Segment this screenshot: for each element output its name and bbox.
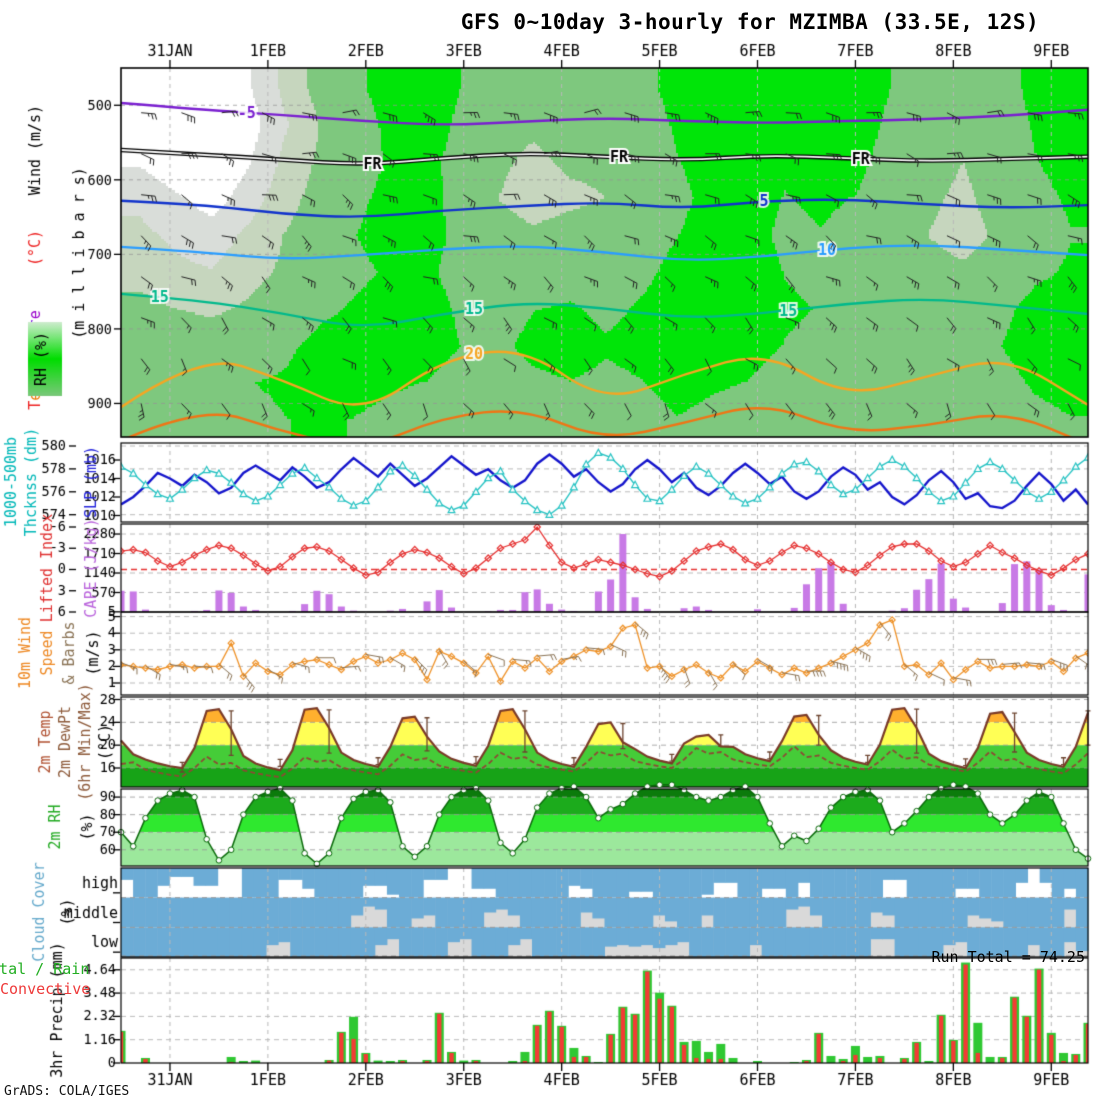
panel-2m-temp-dewpoint [121,697,1088,787]
panel-3hr-precip [121,958,1088,1063]
panel-slp-thickness [121,443,1088,522]
panel-2m-rh [121,789,1088,866]
page-title: GFS 0~10day 3-hourly for MZIMBA (33.5E, … [460,10,1040,34]
run-total-label: Run Total = 74.25 [931,948,1085,966]
panel-10m-wind [121,612,1088,695]
panel-cloud-cover [121,868,1088,957]
panel-upper-air-cross-section [121,68,1088,437]
precip-legend-total-rain: Total / Rain [0,960,90,978]
grads-credit: GrADS: COLA/IGES [4,1084,130,1099]
panel-cape-lifted-index [121,524,1088,612]
precip-legend-convective: Convective [0,980,91,998]
